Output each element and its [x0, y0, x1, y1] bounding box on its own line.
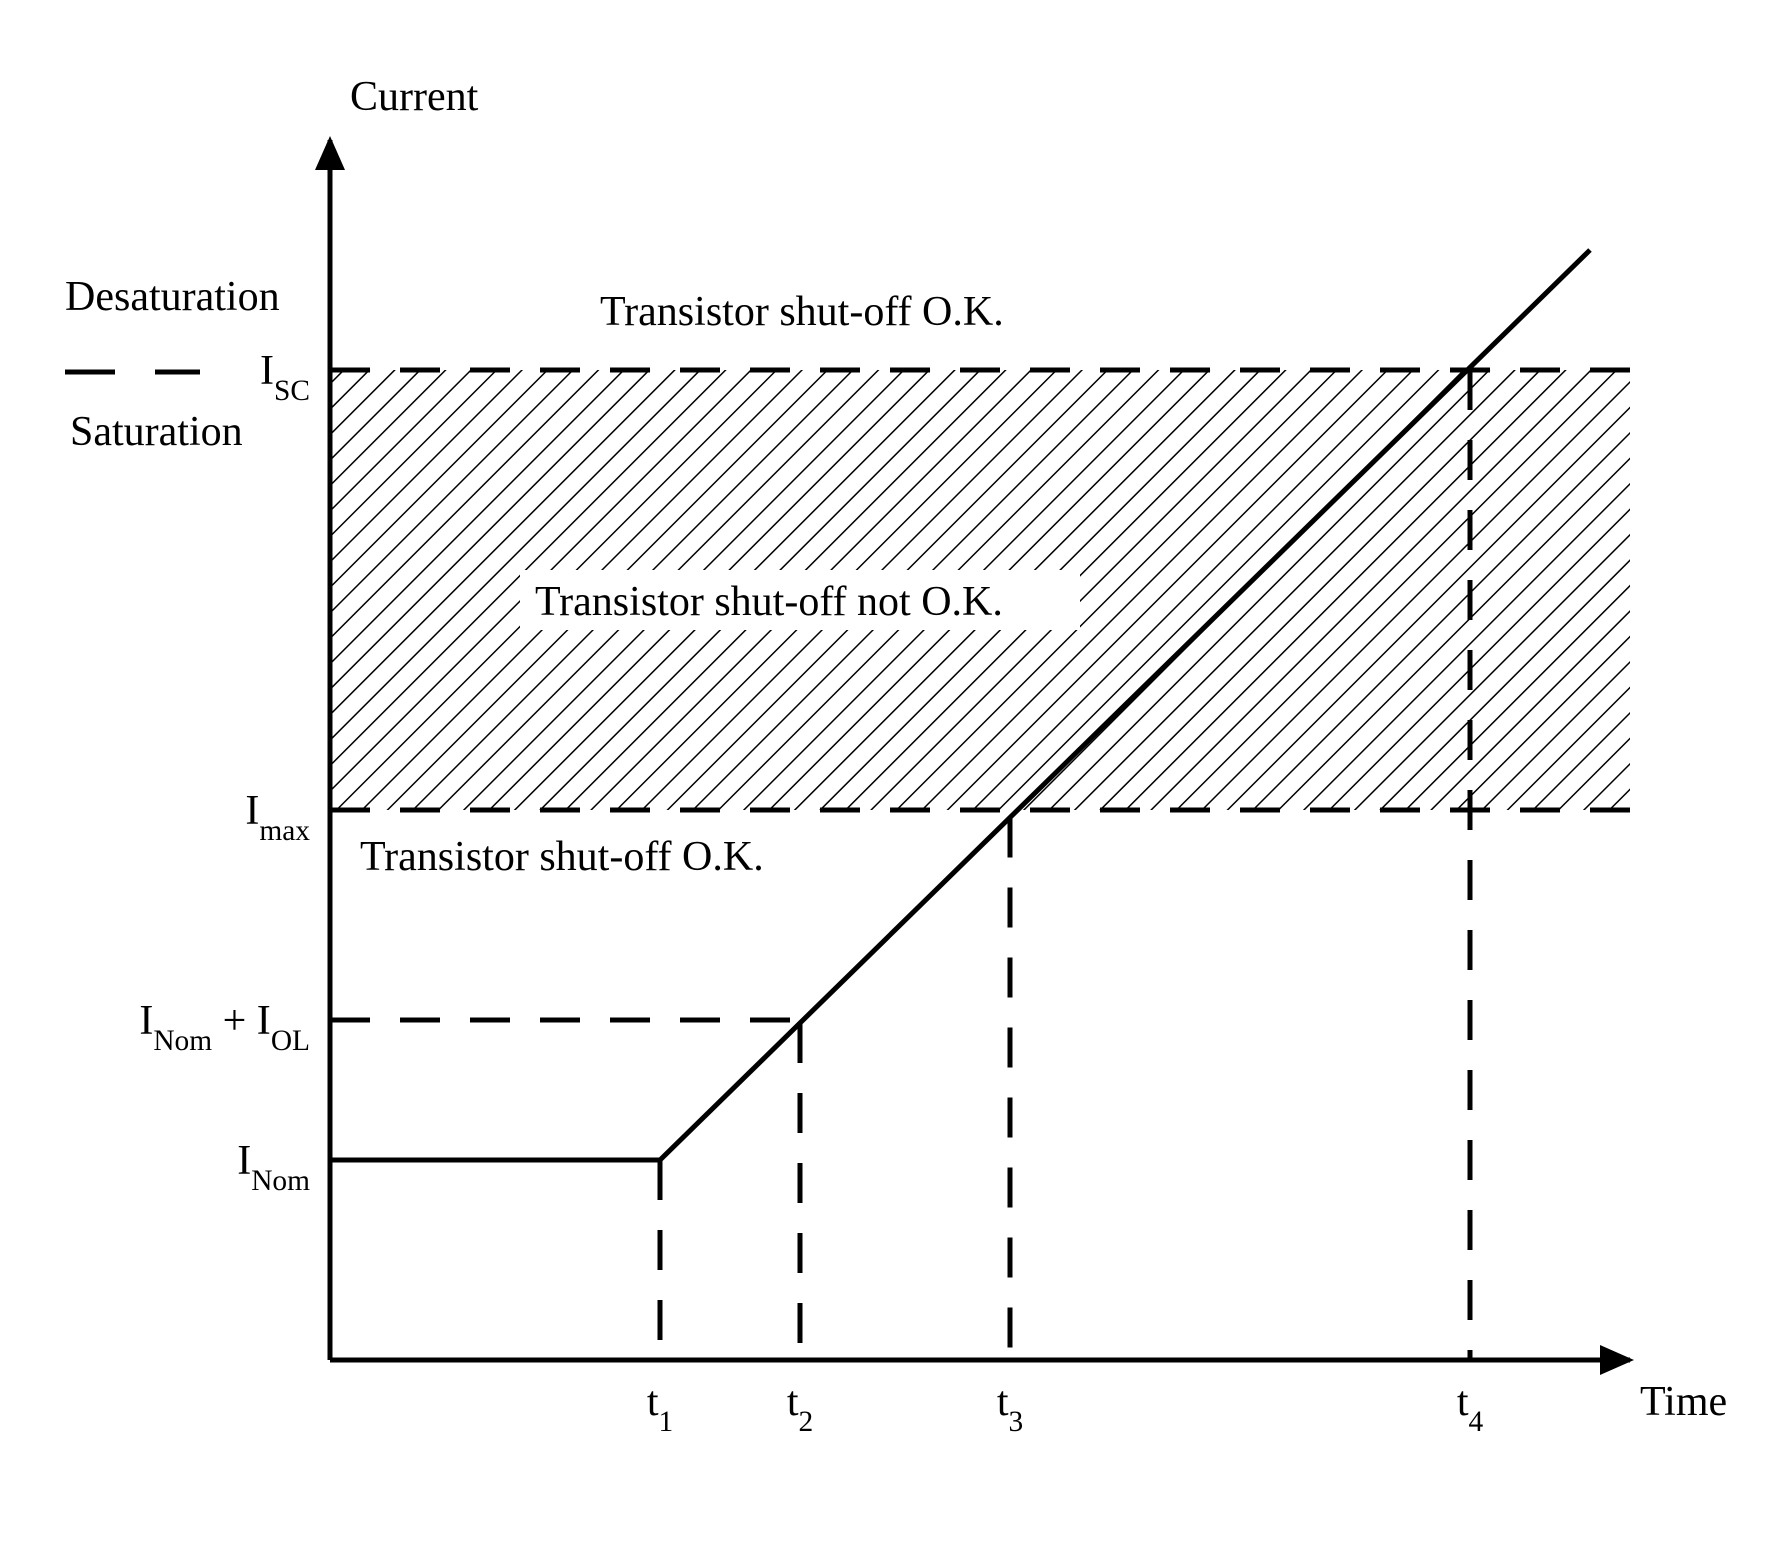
xlabel-t4: t4	[1457, 1379, 1484, 1438]
ylabel-inom-plus-iol: INom + IOL	[139, 998, 310, 1057]
ylabel-isc: ISC	[260, 348, 310, 407]
desaturation-label: Desaturation	[65, 274, 280, 320]
y-axis-title: Current	[350, 74, 479, 120]
ylabel-inom: INom	[237, 1138, 310, 1197]
y-axis-arrow	[315, 136, 345, 170]
xlabel-t1: t1	[647, 1379, 673, 1438]
not-ok-label: Transistor shut-off not O.K.	[535, 579, 1003, 625]
xlabel-t2: t2	[787, 1379, 813, 1438]
x-axis-title: Time	[1640, 1379, 1727, 1425]
ok-below-label: Transistor shut-off O.K.	[360, 834, 764, 880]
saturation-label: Saturation	[70, 409, 243, 455]
xlabel-t3: t3	[997, 1379, 1023, 1438]
ok-above-label: Transistor shut-off O.K.	[600, 289, 1004, 335]
x-axis-arrow	[1600, 1345, 1634, 1375]
ylabel-imax: Imax	[245, 788, 310, 847]
